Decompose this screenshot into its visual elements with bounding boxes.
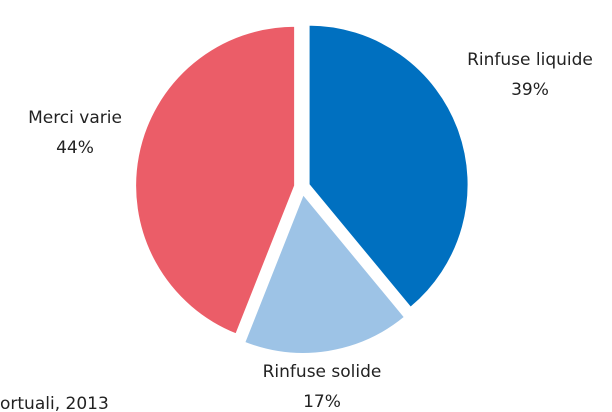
source-note: ortuali, 2013 xyxy=(0,394,109,412)
slice-label: Rinfuse solide xyxy=(263,362,382,382)
slice-value-label: 44% xyxy=(56,138,94,158)
slice-label: Rinfuse liquide xyxy=(467,50,593,70)
slice-value-label: 39% xyxy=(511,80,549,100)
pie-slice xyxy=(242,191,407,355)
pie-slice xyxy=(134,24,297,336)
pie-slice xyxy=(307,23,470,310)
slice-label: Merci varie xyxy=(28,108,122,128)
slice-value-label: 17% xyxy=(303,392,341,412)
